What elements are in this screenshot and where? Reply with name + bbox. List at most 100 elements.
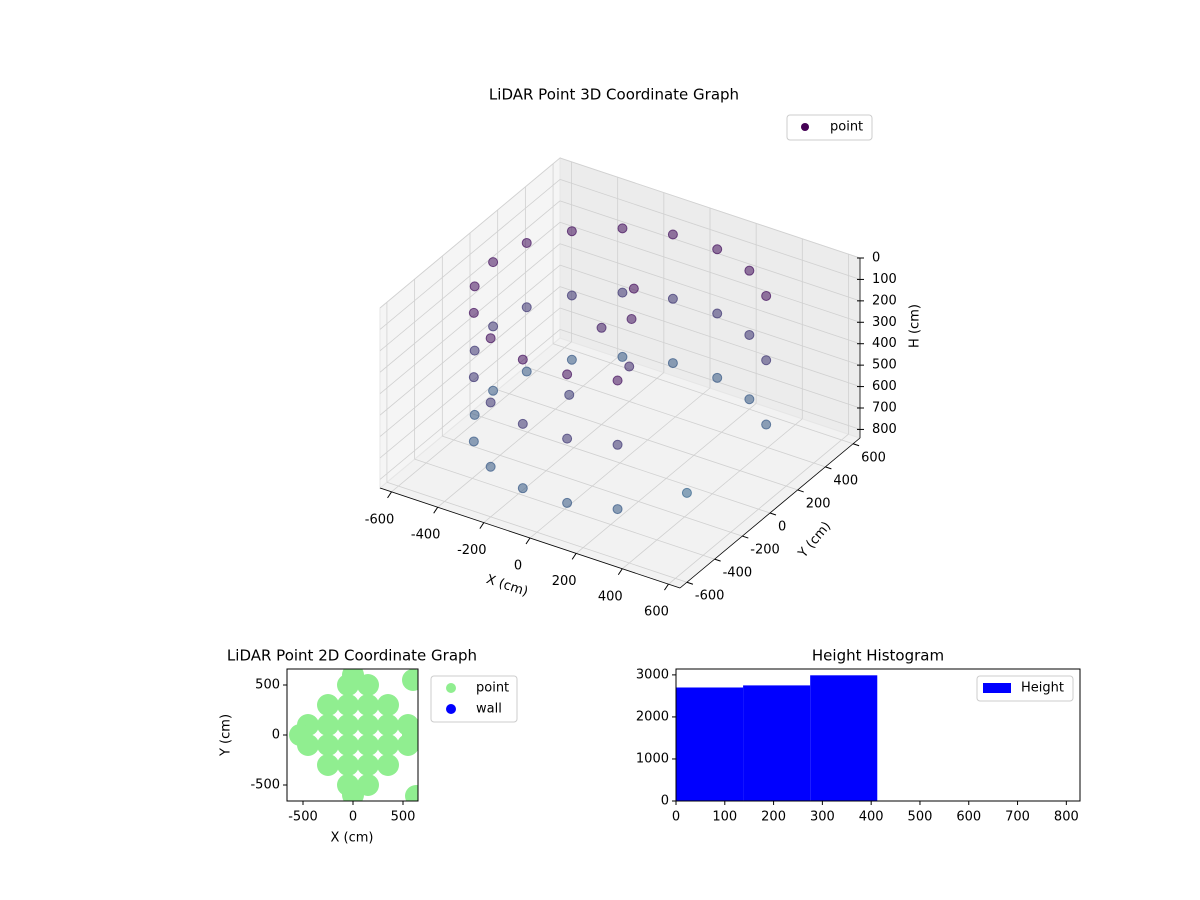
grid-line bbox=[559, 286, 861, 387]
point bbox=[761, 290, 772, 301]
point bbox=[337, 734, 359, 756]
grid-line bbox=[379, 179, 561, 330]
point bbox=[488, 385, 499, 396]
tick-mark bbox=[571, 553, 577, 560]
y-tick-label: 0 bbox=[778, 520, 786, 535]
point bbox=[612, 439, 623, 450]
x-tick-label: 100 bbox=[712, 810, 737, 825]
point bbox=[337, 714, 359, 736]
tick-mark bbox=[686, 581, 694, 585]
y-tick-label: 2000 bbox=[636, 709, 669, 724]
grid-line bbox=[559, 157, 861, 259]
y-tick-label: 0 bbox=[272, 728, 280, 743]
x-tick-label: 600 bbox=[644, 605, 669, 620]
tick-mark bbox=[852, 443, 860, 447]
point bbox=[521, 302, 532, 313]
legend-marker bbox=[801, 123, 809, 131]
axes-frame bbox=[675, 668, 1081, 802]
point bbox=[488, 257, 499, 268]
z-tick-label: 600 bbox=[872, 379, 897, 394]
x-tick-label: 200 bbox=[761, 810, 786, 825]
point bbox=[289, 724, 311, 746]
chart-title: LiDAR Point 3D Coordinate Graph bbox=[489, 86, 739, 104]
y-tick-label: -400 bbox=[723, 566, 753, 581]
point bbox=[517, 354, 528, 365]
grid-line bbox=[379, 243, 561, 395]
point bbox=[566, 226, 577, 237]
legend-label: point bbox=[476, 681, 509, 696]
grid-line bbox=[559, 221, 861, 323]
x-tick-label: 500 bbox=[391, 810, 416, 825]
x-tick-label: 0 bbox=[514, 559, 522, 574]
point bbox=[562, 369, 573, 380]
y-axis-label: Y (cm) bbox=[219, 714, 234, 757]
grid-line bbox=[559, 264, 861, 366]
point bbox=[624, 361, 635, 372]
point bbox=[712, 244, 723, 255]
tick-mark bbox=[769, 512, 777, 516]
point bbox=[357, 714, 379, 736]
legend-marker bbox=[446, 683, 456, 693]
tick-mark bbox=[433, 506, 439, 514]
grid-line bbox=[379, 264, 561, 416]
grid-line bbox=[552, 343, 854, 445]
point bbox=[521, 237, 532, 248]
y-tick-label: -200 bbox=[750, 543, 780, 558]
y-tick-label: 1000 bbox=[636, 751, 669, 766]
legend-box bbox=[786, 114, 873, 141]
z-tick-label: 0 bbox=[872, 251, 880, 266]
point bbox=[357, 694, 379, 716]
grid-line bbox=[469, 412, 771, 514]
point bbox=[562, 433, 573, 444]
tick-mark bbox=[664, 583, 669, 591]
point bbox=[402, 724, 418, 746]
x-tick-label: -400 bbox=[411, 528, 441, 543]
legend-label: Height bbox=[1021, 681, 1064, 696]
point bbox=[317, 694, 339, 716]
tick-mark bbox=[825, 466, 832, 470]
z-tick-label: 300 bbox=[872, 315, 897, 330]
grid-line bbox=[559, 243, 861, 345]
tick-mark bbox=[617, 568, 623, 576]
point bbox=[761, 355, 772, 366]
x-tick-label: -500 bbox=[288, 810, 318, 825]
x-tick-label: 400 bbox=[859, 810, 884, 825]
point bbox=[337, 694, 359, 716]
point bbox=[468, 436, 479, 447]
y-tick-label: -500 bbox=[250, 778, 280, 793]
point bbox=[317, 754, 339, 776]
point bbox=[317, 734, 339, 756]
tick-mark bbox=[525, 537, 531, 545]
x-tick-label: 600 bbox=[956, 810, 981, 825]
point bbox=[712, 372, 723, 383]
y-tick-label: -600 bbox=[695, 589, 725, 604]
x-axis-label: X (cm) bbox=[484, 572, 530, 600]
point bbox=[377, 694, 399, 716]
grid-line bbox=[442, 435, 743, 537]
point bbox=[357, 754, 379, 776]
x-tick-label: -200 bbox=[457, 543, 487, 558]
grid-line bbox=[379, 329, 561, 480]
point bbox=[485, 461, 496, 472]
grid-line bbox=[559, 307, 861, 409]
grid-line bbox=[414, 458, 715, 560]
chart-title: LiDAR Point 2D Coordinate Graph bbox=[227, 647, 477, 665]
legend-label: wall bbox=[476, 702, 502, 717]
bar bbox=[743, 685, 811, 801]
grid-line bbox=[525, 366, 826, 468]
x-tick-label: -600 bbox=[365, 512, 395, 527]
grid-line bbox=[379, 200, 561, 352]
bar bbox=[676, 687, 744, 801]
point bbox=[377, 754, 399, 776]
chart-title: Height Histogram bbox=[812, 647, 944, 665]
x-tick-label: 500 bbox=[908, 810, 933, 825]
point bbox=[626, 313, 637, 324]
legend-box bbox=[976, 675, 1074, 702]
x-tick-label: 400 bbox=[598, 589, 623, 604]
y-axis-label: Y (cm) bbox=[795, 519, 834, 562]
point bbox=[761, 419, 772, 430]
point bbox=[469, 345, 480, 356]
point bbox=[357, 734, 379, 756]
point bbox=[562, 497, 573, 508]
